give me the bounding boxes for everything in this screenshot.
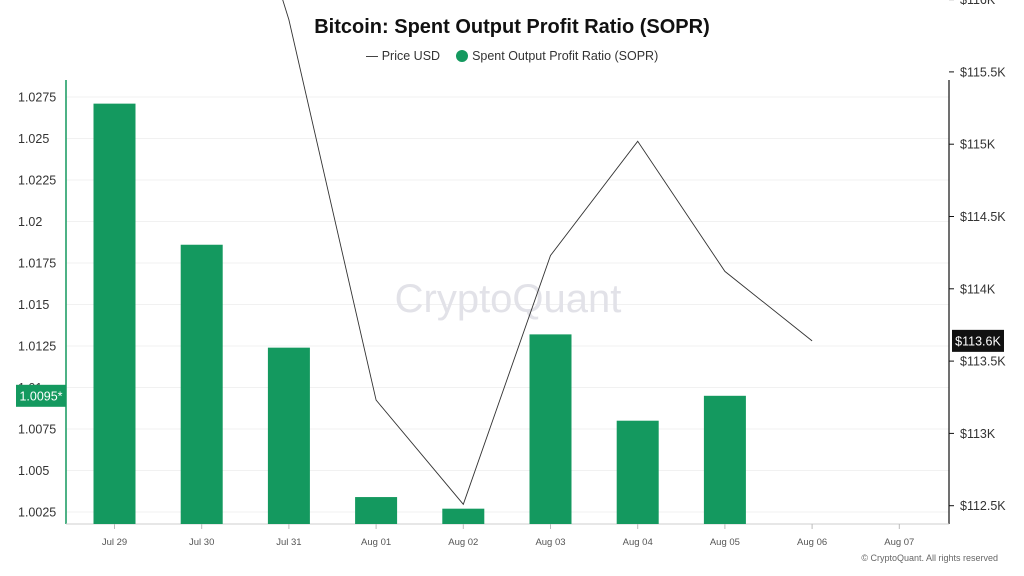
legend-line-icon bbox=[365, 55, 378, 57]
sopr-bar bbox=[180, 244, 223, 525]
x-tick-label: Aug 06 bbox=[797, 537, 827, 548]
x-tick-label: Aug 02 bbox=[448, 537, 478, 548]
sopr-bar bbox=[442, 508, 485, 524]
right-tick-label: $116K bbox=[960, 0, 996, 7]
x-axis-ticks: Jul 29 Jul 30 Jul 31 Aug 01 Aug 02 Aug 03 Aug … bbox=[102, 524, 914, 548]
left-axis-ticks: 1.00251.0051.00751.011.01251.0151.01751.… bbox=[18, 91, 56, 520]
x-tick-label: Jul 31 bbox=[276, 537, 301, 548]
left-tick-label: 1.0125 bbox=[18, 340, 56, 354]
legend-label-price: Price USD bbox=[381, 49, 441, 63]
right-current-marker-label: $113.6K bbox=[955, 334, 1001, 348]
x-tick-label: Aug 05 bbox=[710, 537, 740, 548]
x-tick-label: Aug 01 bbox=[361, 537, 391, 548]
sopr-bar bbox=[703, 395, 746, 524]
left-tick-label: 1.02 bbox=[18, 215, 42, 229]
watermark-text: CryptoQuant bbox=[395, 277, 622, 321]
left-tick-label: 1.0175 bbox=[18, 257, 56, 271]
right-tick-label: $114K bbox=[960, 282, 996, 296]
legend-item-sopr[interactable]: Spent Output Profit Ratio (SOPR) bbox=[456, 49, 658, 63]
left-current-marker-label: 1.0095* bbox=[19, 389, 62, 403]
left-tick-label: 1.0075 bbox=[18, 423, 56, 437]
legend-dot-icon bbox=[456, 50, 469, 62]
legend-label-sopr: Spent Output Profit Ratio (SOPR) bbox=[472, 49, 659, 63]
left-tick-label: 1.025 bbox=[18, 132, 49, 146]
left-tick-label: 1.005 bbox=[18, 464, 49, 478]
right-tick-label: $115K bbox=[960, 138, 996, 152]
right-tick-label: $115.5K bbox=[960, 65, 1006, 79]
sopr-bar bbox=[355, 497, 398, 524]
price-line bbox=[282, 0, 813, 506]
x-tick-label: Aug 07 bbox=[884, 537, 914, 548]
price-line-path bbox=[282, 0, 813, 506]
x-tick-label: Jul 30 bbox=[189, 537, 214, 548]
right-tick-label: $112.5K bbox=[960, 499, 1006, 513]
copyright-text: © CryptoQuant. All rights reserved bbox=[861, 553, 998, 563]
chart-title: Bitcoin: Spent Output Profit Ratio (SOPR… bbox=[314, 16, 710, 38]
legend: Price USD Spent Output Profit Ratio (SOP… bbox=[0, 49, 1024, 63]
right-axis-ticks: $112.5K $113K $113.5K $114K $114.5K $115K $115… bbox=[949, 0, 1006, 513]
left-current-marker-bg bbox=[16, 384, 66, 407]
right-tick-label: $114.5K bbox=[960, 210, 1006, 224]
x-tick-label: Jul 29 bbox=[102, 537, 127, 548]
current-value-markers: 1.0095* $113.6K bbox=[16, 329, 1004, 407]
left-tick-label: 1.015 bbox=[18, 298, 49, 312]
right-tick-label: $113K bbox=[960, 427, 996, 441]
left-tick-label: 1.0275 bbox=[18, 91, 56, 105]
sopr-bar bbox=[267, 347, 310, 524]
sopr-bar bbox=[616, 420, 659, 524]
left-tick-label: 1.0225 bbox=[18, 174, 56, 188]
left-tick-label: 1.0025 bbox=[18, 506, 56, 520]
x-tick-label: Aug 04 bbox=[623, 537, 653, 548]
x-tick-label: Aug 03 bbox=[535, 537, 565, 548]
right-current-marker-bg bbox=[952, 329, 1004, 352]
sopr-bar bbox=[529, 334, 572, 524]
sopr-bars bbox=[93, 103, 746, 525]
right-tick-label: $113.5K bbox=[960, 355, 1006, 369]
sopr-bar bbox=[93, 103, 136, 524]
legend-item-price[interactable]: Price USD bbox=[365, 49, 441, 63]
